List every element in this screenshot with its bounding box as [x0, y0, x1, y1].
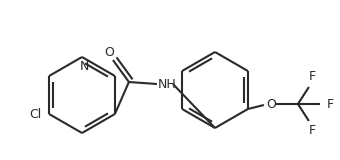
Text: F: F: [326, 97, 334, 111]
Text: N: N: [79, 60, 89, 72]
Text: O: O: [104, 47, 114, 60]
Text: NH: NH: [157, 77, 176, 91]
Text: F: F: [308, 71, 316, 84]
Text: F: F: [308, 124, 316, 137]
Text: O: O: [266, 97, 276, 111]
Text: Cl: Cl: [29, 108, 41, 120]
